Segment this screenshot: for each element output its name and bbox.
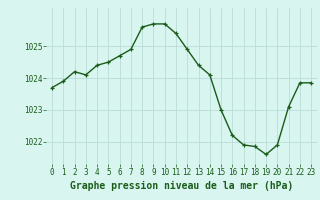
X-axis label: Graphe pression niveau de la mer (hPa): Graphe pression niveau de la mer (hPa) (70, 181, 293, 191)
